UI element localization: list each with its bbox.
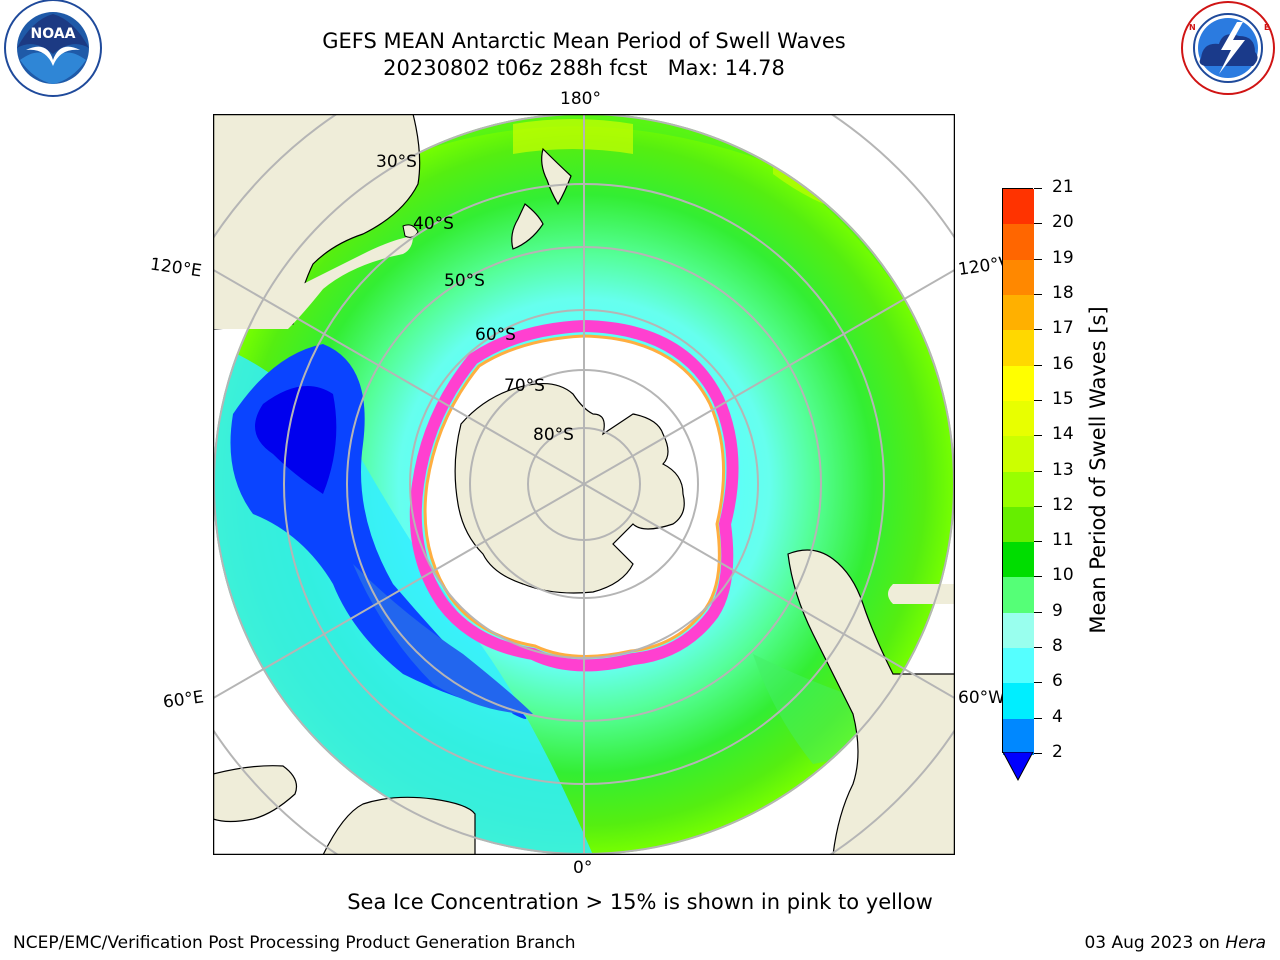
lat-label-60s: 60°S xyxy=(475,325,516,345)
colorbar-tick-label: 6 xyxy=(1052,671,1063,692)
colorbar-tick-label: 18 xyxy=(1052,282,1074,303)
colorbar-segment xyxy=(1003,224,1034,261)
lat-label-30s: 30°S xyxy=(376,152,417,172)
lat-label-40s: 40°S xyxy=(413,214,454,234)
lat-label-70s: 70°S xyxy=(504,376,545,396)
colorbar-segment xyxy=(1003,471,1034,508)
footer-date-text: 03 Aug 2023 on xyxy=(1084,933,1226,953)
colorbar-tick-label: 16 xyxy=(1052,353,1074,374)
lat-label-80s: 80°S xyxy=(533,425,574,445)
colorbar-tick-label: 12 xyxy=(1052,494,1074,515)
colorbar-tick-label: 21 xyxy=(1052,177,1074,197)
colorbar-label: Mean Period of Swell Waves [s] xyxy=(1086,306,1110,634)
colorbar-tick-mark xyxy=(1034,753,1042,754)
sea-ice-note: Sea Ice Concentration > 15% is shown in … xyxy=(347,890,933,914)
colorbar-segment xyxy=(1003,612,1034,649)
colorbar-segment xyxy=(1003,330,1034,367)
colorbar-tick-mark xyxy=(1034,364,1042,366)
colorbar-segment xyxy=(1003,294,1034,331)
footer-date: 03 Aug 2023 on Hera xyxy=(1084,933,1266,953)
nws-logo-icon: N E xyxy=(1181,1,1275,95)
colorbar-tick-mark xyxy=(1034,576,1042,578)
antarctica-land xyxy=(454,382,685,594)
colorbar-tick-mark xyxy=(1034,435,1042,437)
colorbar-segment xyxy=(1003,400,1034,437)
colorbar-tick-mark xyxy=(1034,611,1042,613)
polar-map-svg xyxy=(212,113,956,856)
noaa-logo-icon: NOAA xyxy=(4,0,102,97)
colorbar-tick-label: 19 xyxy=(1052,247,1074,268)
colorbar-tick-label: 9 xyxy=(1052,600,1063,621)
colorbar-tick-mark xyxy=(1034,258,1042,260)
colorbar-segment xyxy=(1003,648,1034,684)
colorbar-bar xyxy=(1002,188,1034,755)
colorbar-tick-label: 4 xyxy=(1052,706,1063,727)
colorbar-tick-label: 20 xyxy=(1052,212,1074,233)
lon-label-0: 0° xyxy=(573,858,593,878)
colorbar-tick-mark xyxy=(1034,223,1042,225)
colorbar-tick-mark xyxy=(1034,188,1042,189)
footer-credit: NCEP/EMC/Verification Post Processing Pr… xyxy=(13,933,576,953)
colorbar-tick-label: 8 xyxy=(1052,636,1063,657)
colorbar-extend-arrow xyxy=(1002,752,1034,782)
colorbar-segment xyxy=(1003,718,1034,755)
lon-label-120e: 120°E xyxy=(148,254,203,282)
lat-label-50s: 50°S xyxy=(444,271,485,291)
colorbar-tick-mark xyxy=(1034,717,1042,719)
new-zealand-land xyxy=(511,147,572,250)
colorbar-tick-mark xyxy=(1034,505,1042,507)
colorbar-segment xyxy=(1003,365,1034,402)
title-line-1: GEFS MEAN Antarctic Mean Period of Swell… xyxy=(322,29,846,53)
colorbar-tick-label: 2 xyxy=(1052,742,1063,762)
colorbar-tick-mark xyxy=(1034,541,1042,543)
colorbar-tick-mark xyxy=(1034,470,1042,472)
lon-label-180: 180° xyxy=(560,89,601,109)
colorbar-tick-mark xyxy=(1034,329,1042,331)
lon-label-60w: 60°W xyxy=(958,688,1005,708)
colorbar-tick-mark xyxy=(1034,647,1042,649)
lon-label-60e: 60°E xyxy=(161,687,206,713)
colorbar-tick-mark xyxy=(1034,682,1042,684)
svg-text:N: N xyxy=(1189,23,1196,32)
colorbar-tick-label: 11 xyxy=(1052,530,1074,551)
polar-map: 30°S 40°S 50°S 60°S 70°S 80°S xyxy=(212,113,956,856)
nws-logo: N E xyxy=(1177,0,1279,100)
noaa-logo: NOAA xyxy=(2,0,104,100)
colorbar-tick-label: 13 xyxy=(1052,459,1074,480)
colorbar-segment xyxy=(1003,259,1034,296)
madagascar-land xyxy=(213,765,298,823)
colorbar-tick-label: 17 xyxy=(1052,318,1074,339)
colorbar-tick-mark xyxy=(1034,293,1042,295)
colorbar-segment xyxy=(1003,189,1034,225)
africa-land xyxy=(322,796,476,855)
colorbar-tick-mark xyxy=(1034,399,1042,401)
map-border xyxy=(212,113,956,856)
svg-text:NOAA: NOAA xyxy=(31,26,76,42)
footer-machine: Hera xyxy=(1225,933,1266,953)
colorbar-segment xyxy=(1003,683,1034,720)
colorbar-segment xyxy=(1003,436,1034,472)
title-line-2: 20230802 t06z 288h fcst Max: 14.78 xyxy=(383,56,785,80)
svg-text:E: E xyxy=(1264,23,1269,32)
colorbar-tick-label: 14 xyxy=(1052,424,1074,445)
colorbar-tick-label: 10 xyxy=(1052,565,1074,586)
colorbar-segment xyxy=(1003,506,1034,543)
sea-ice-edge xyxy=(409,319,739,672)
colorbar-segment xyxy=(1003,542,1034,578)
colorbar-segment xyxy=(1003,577,1034,614)
colorbar-tick-label: 15 xyxy=(1052,388,1074,409)
